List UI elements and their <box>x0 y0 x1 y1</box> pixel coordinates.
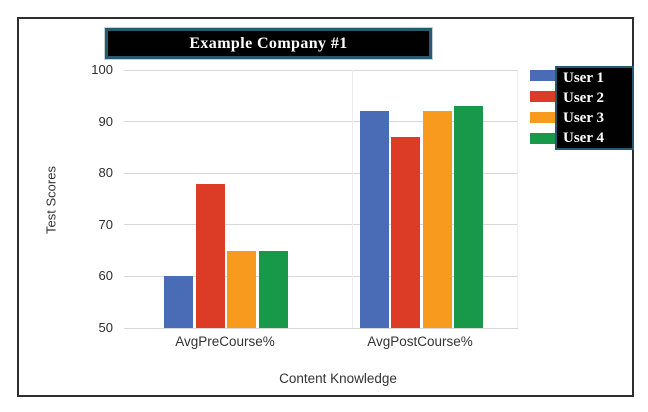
chart-title-box: Example Company #1 <box>105 28 432 59</box>
y-tick-label-70: 70 <box>98 216 113 232</box>
legend-swatch-user4 <box>530 133 555 144</box>
bar-user1-avgpostcourse <box>359 111 389 328</box>
y-tick-label-100: 100 <box>91 62 113 77</box>
legend-label-user4: User 4 <box>563 130 604 146</box>
y-tick-label-90: 90 <box>98 113 113 129</box>
gridline-50 <box>124 327 518 329</box>
bar-user1-avgprecourse <box>164 276 193 328</box>
bar-user3-avgpostcourse <box>422 111 452 328</box>
x-axis-title: Content Knowledge <box>279 371 397 386</box>
chart-title: Example Company #1 <box>189 34 348 52</box>
bar-user2-avgprecourse <box>195 183 225 328</box>
vertical-gridline-mid <box>352 70 353 328</box>
legend-label-user1: User 1 <box>563 70 604 86</box>
gridline-60 <box>124 275 518 277</box>
y-axis-title: Test Scores <box>43 166 59 234</box>
gridline-90 <box>124 121 518 123</box>
bar-user4-avgprecourse <box>258 250 288 328</box>
vertical-gridline-right <box>517 70 518 328</box>
gridline-70 <box>124 224 518 226</box>
legend-label-user3: User 3 <box>563 110 604 126</box>
legend-swatch-user3 <box>530 112 555 123</box>
bar-user2-avgpostcourse <box>391 137 420 328</box>
y-tick-label-80: 80 <box>98 165 113 181</box>
gridline-80 <box>124 172 518 174</box>
x-category-label-avgpostcourse: AvgPostCourse% <box>367 334 473 349</box>
bar-user3-avgprecourse <box>227 250 256 328</box>
legend-swatch-user1 <box>530 70 555 81</box>
gridline-100 <box>124 69 518 71</box>
x-category-label-avgprecourse: AvgPreCourse% <box>175 334 275 349</box>
bar-user4-avgpostcourse <box>454 106 483 328</box>
legend: User 1 User 2 User 3 User 4 <box>555 66 634 150</box>
y-tick-label-50: 50 <box>98 320 113 335</box>
y-tick-label-60: 60 <box>98 268 113 284</box>
legend-label-user2: User 2 <box>563 90 604 106</box>
legend-swatch-user2 <box>530 91 555 102</box>
plot-area <box>124 69 518 329</box>
